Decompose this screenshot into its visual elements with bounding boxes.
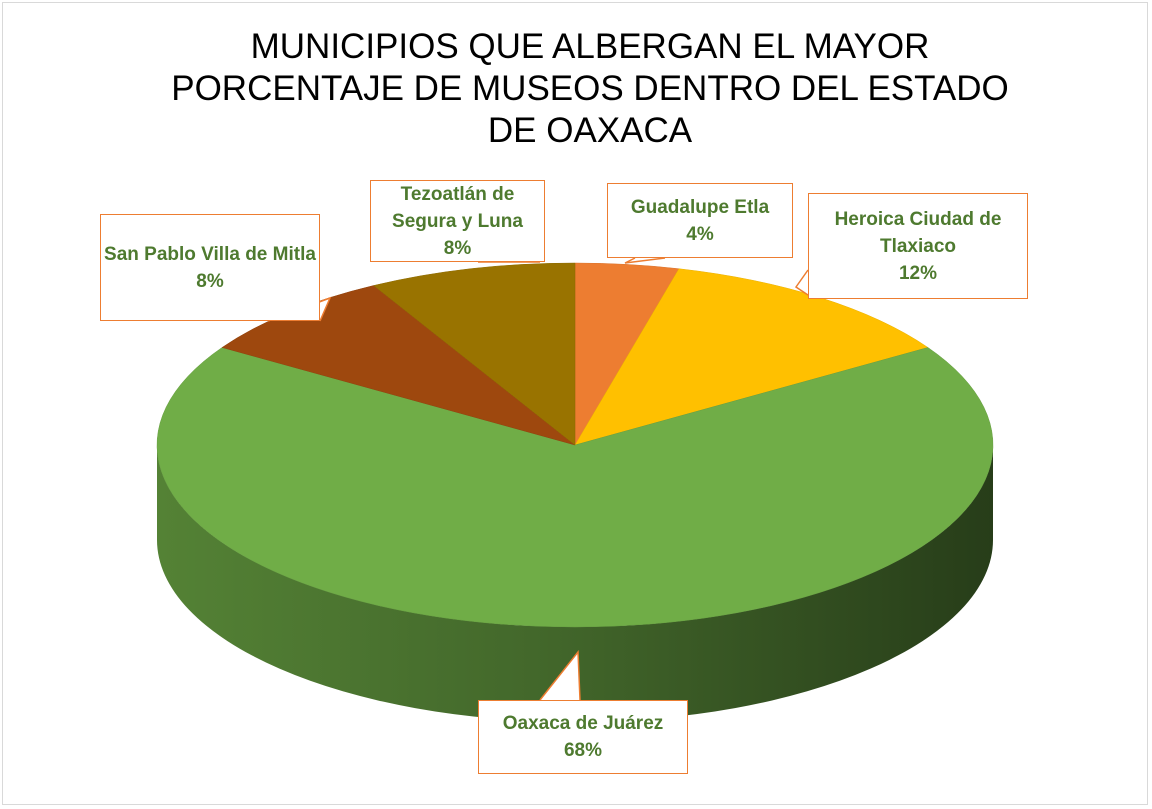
callout-pointer — [624, 257, 666, 264]
label-category: Oaxaca de Juárez — [502, 713, 664, 734]
callout-pointer — [539, 649, 581, 701]
label-category: Tezoatlán de Segura y Luna — [392, 183, 523, 232]
callout-pointer — [794, 269, 809, 296]
label-value: 68% — [563, 740, 603, 761]
slice — [373, 262, 576, 446]
chart-title: MUNICIPIOS QUE ALBERGAN EL MAYOR PORCENT… — [171, 27, 1009, 150]
label-value: 4% — [686, 223, 714, 245]
label-value: 8% — [443, 237, 472, 259]
data-label: San Pablo Villa de Mitla 8% — [100, 214, 320, 321]
data-label: Oaxaca de Juárez 68% — [478, 700, 688, 774]
label-category: San Pablo Villa de Mitla — [104, 243, 316, 265]
slice — [156, 347, 994, 628]
data-label: Heroica Ciudad de Tlaxiaco 12% — [808, 193, 1028, 299]
label-category: Heroica Ciudad de Tlaxiaco — [834, 208, 1002, 257]
slice-side — [157, 445, 993, 722]
label-value: 12% — [898, 262, 938, 284]
label-value: 8% — [196, 270, 224, 292]
data-label: Guadalupe Etla 4% — [607, 183, 793, 258]
label-category: Guadalupe Etla — [630, 196, 770, 218]
data-label: Tezoatlán de Segura y Luna 8% — [370, 180, 545, 262]
